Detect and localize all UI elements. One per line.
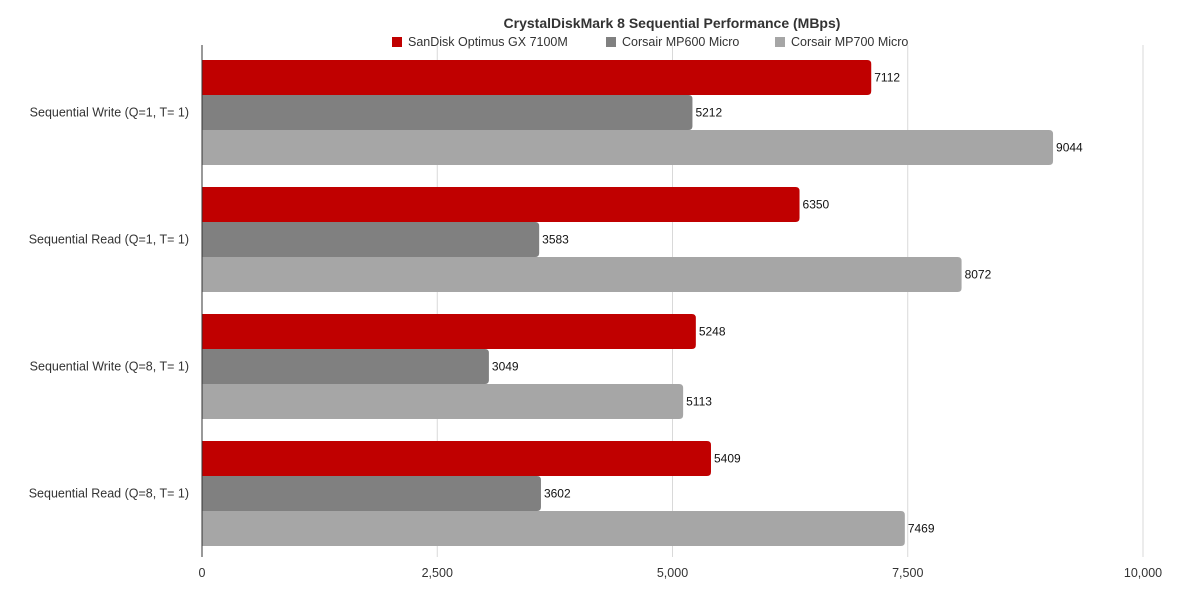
bars	[202, 60, 1054, 546]
bar	[202, 441, 711, 476]
data-label: 5113	[686, 395, 712, 409]
data-label: 7112	[874, 71, 900, 85]
bar	[202, 222, 540, 257]
data-label: 5409	[714, 452, 741, 466]
x-tick-label: 10,000	[1124, 566, 1162, 580]
data-label: 8072	[965, 268, 992, 282]
legend-swatch	[392, 37, 402, 47]
legend-swatch	[606, 37, 616, 47]
legend: SanDisk Optimus GX 7100M Corsair MP600 Mi…	[392, 35, 908, 49]
bar	[202, 314, 696, 349]
x-tick-label: 7,500	[892, 566, 923, 580]
x-tick-label: 0	[199, 566, 206, 580]
chart-title: CrystalDiskMark 8 Sequential Performance…	[504, 15, 841, 31]
data-label: 9044	[1056, 141, 1083, 155]
data-label: 5248	[699, 325, 726, 339]
legend-swatch	[775, 37, 785, 47]
data-label: 6350	[803, 198, 830, 212]
bar	[202, 95, 693, 130]
category-label: Sequential Read (Q=8, T= 1)	[29, 487, 189, 501]
category-labels: Sequential Write (Q=1, T= 1) Sequential R…	[29, 106, 189, 501]
data-label: 5212	[695, 106, 722, 120]
legend-label: Corsair MP600 Micro	[622, 35, 739, 49]
x-tick-label: 5,000	[657, 566, 688, 580]
data-label: 3049	[492, 360, 519, 374]
bar	[202, 511, 905, 546]
data-label: 7469	[908, 522, 935, 536]
bar	[202, 349, 489, 384]
x-tick-label: 2,500	[422, 566, 453, 580]
bar	[202, 384, 684, 419]
category-label: Sequential Read (Q=1, T= 1)	[29, 233, 189, 247]
bar	[202, 257, 962, 292]
bar	[202, 476, 541, 511]
category-label: Sequential Write (Q=8, T= 1)	[30, 360, 189, 374]
data-label: 3583	[542, 233, 569, 247]
data-label: 3602	[544, 487, 571, 501]
bar	[202, 187, 800, 222]
category-label: Sequential Write (Q=1, T= 1)	[30, 106, 189, 120]
legend-label: Corsair MP700 Micro	[791, 35, 908, 49]
x-axis-ticks: 0 2,500 5,000 7,500 10,000	[199, 566, 1163, 580]
legend-label: SanDisk Optimus GX 7100M	[408, 35, 568, 49]
data-labels: 7112 5212 9044 6350 3583 8072 5248 3049 5113 5409…	[492, 71, 1083, 536]
bar	[202, 130, 1054, 165]
bar	[202, 60, 872, 95]
